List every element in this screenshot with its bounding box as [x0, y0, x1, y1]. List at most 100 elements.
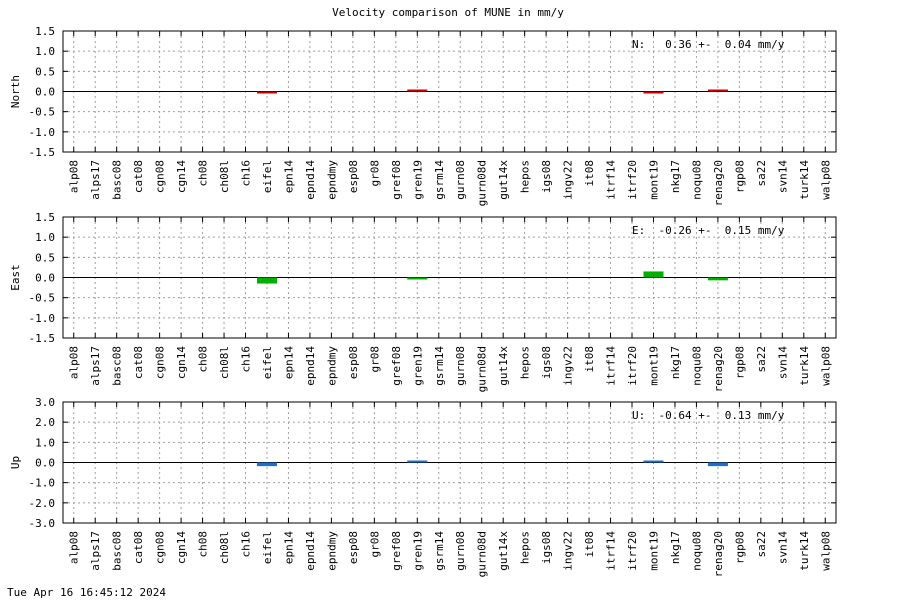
- x-tick-label: epn14: [282, 346, 295, 379]
- x-tick-label: gurn08d: [476, 346, 489, 392]
- x-tick-label: gut14x: [497, 160, 510, 200]
- y-tick-label: 1.5: [35, 211, 55, 224]
- x-tick-label: basc08: [111, 160, 124, 200]
- x-tick-label: gsrm14: [433, 346, 446, 386]
- x-tick-label: gref08: [390, 346, 403, 386]
- x-tick-label: sa22: [755, 346, 768, 373]
- x-tick-label: alps17: [89, 160, 102, 200]
- x-tick-label: cat08: [132, 531, 145, 564]
- x-tick-label: hepos: [519, 160, 532, 193]
- x-tick-label: igs08: [540, 346, 553, 379]
- y-tick-label: -0.5: [29, 292, 56, 305]
- x-tick-label: gsrm14: [433, 160, 446, 200]
- x-tick-label: itrf20: [626, 531, 639, 571]
- x-tick-label: esp08: [347, 531, 360, 564]
- x-tick-label: gut14x: [497, 531, 510, 571]
- x-tick-label: epnd14: [304, 346, 317, 386]
- x-tick-label: gr08: [368, 160, 381, 187]
- x-tick-label: epn14: [282, 531, 295, 564]
- x-tick-label: igs08: [540, 160, 553, 193]
- x-tick-label: ch08: [197, 531, 210, 558]
- x-tick-label: epnd14: [304, 160, 317, 200]
- x-tick-label: gurn08d: [476, 160, 489, 206]
- x-tick-label: noqu08: [690, 346, 703, 386]
- y-tick-label: 2.0: [35, 416, 55, 429]
- bar-renag20: [707, 462, 728, 467]
- velocity-annotation: N: 0.36 +- 0.04 mm/y: [632, 38, 785, 51]
- x-tick-label: esp08: [347, 346, 360, 379]
- x-tick-label: gren19: [411, 346, 424, 386]
- x-tick-label: ingv22: [562, 531, 575, 571]
- y-tick-label: -1.0: [29, 477, 56, 490]
- x-tick-label: turk14: [798, 160, 811, 200]
- x-tick-label: epndmy: [325, 160, 338, 200]
- x-tick-label: svn14: [776, 346, 789, 379]
- x-tick-label: itrf14: [605, 346, 618, 386]
- x-tick-label: itrf14: [605, 160, 618, 200]
- x-tick-label: alps17: [89, 531, 102, 571]
- x-tick-label: gren19: [411, 160, 424, 200]
- x-tick-label: mont19: [647, 160, 660, 200]
- x-tick-label: basc08: [111, 346, 124, 386]
- bar-gren19: [407, 89, 428, 92]
- y-tick-label: -3.0: [29, 517, 56, 530]
- x-tick-label: ch16: [240, 531, 253, 558]
- y-tick-label: 1.0: [35, 436, 55, 449]
- y-axis-label: Up: [9, 456, 22, 469]
- y-tick-label: 0.0: [35, 272, 55, 285]
- x-tick-label: turk14: [798, 531, 811, 571]
- x-tick-label: gurn08: [454, 160, 467, 200]
- x-tick-label: ingv22: [562, 160, 575, 200]
- x-tick-label: ch16: [240, 346, 253, 373]
- y-axis-label: East: [9, 264, 22, 291]
- x-tick-label: mont19: [647, 346, 660, 386]
- x-tick-label: esp08: [347, 160, 360, 193]
- x-tick-label: renag20: [712, 160, 725, 206]
- x-tick-label: itrf20: [626, 346, 639, 386]
- x-tick-label: cat08: [132, 160, 145, 193]
- x-tick-label: ch08: [197, 160, 210, 187]
- x-tick-label: gref08: [390, 160, 403, 200]
- y-tick-label: 1.0: [35, 45, 55, 58]
- x-tick-label: ch08l: [218, 346, 231, 379]
- y-tick-label: 1.5: [35, 25, 55, 38]
- x-tick-label: noqu08: [690, 531, 703, 571]
- y-tick-label: 0.5: [35, 251, 55, 264]
- y-axis-label: North: [9, 75, 22, 108]
- x-tick-label: ch08l: [218, 160, 231, 193]
- x-tick-label: cgn08: [154, 346, 167, 379]
- x-tick-label: walp08: [819, 160, 832, 200]
- x-tick-label: epn14: [282, 160, 295, 193]
- x-tick-label: ch08: [197, 346, 210, 373]
- x-tick-label: nkg17: [669, 346, 682, 379]
- bar-gren19: [407, 460, 428, 463]
- x-tick-label: rgp08: [733, 531, 746, 564]
- x-tick-label: basc08: [111, 531, 124, 571]
- x-tick-label: mont19: [647, 531, 660, 571]
- x-tick-label: ch16: [240, 160, 253, 187]
- x-tick-label: cgn08: [154, 160, 167, 193]
- bar-eifel: [256, 91, 277, 94]
- x-tick-label: svn14: [776, 160, 789, 193]
- x-tick-label: renag20: [712, 531, 725, 577]
- x-tick-label: turk14: [798, 346, 811, 386]
- y-tick-label: -1.5: [29, 146, 56, 159]
- x-tick-label: rgp08: [733, 160, 746, 193]
- bar-gren19: [407, 277, 428, 280]
- x-tick-label: eifel: [261, 531, 274, 564]
- panel-up: 3.0 2.0 1.0 0.0 -1.0 -2.0 -3.0 alp08 alps17 basc0…: [9, 396, 837, 577]
- x-tick-label: epndmy: [325, 531, 338, 571]
- x-tick-label: eifel: [261, 160, 274, 193]
- x-tick-label: hepos: [519, 531, 532, 564]
- x-tick-label: gut14x: [497, 346, 510, 386]
- y-tick-label: 1.0: [35, 231, 55, 244]
- x-tick-label: epndmy: [325, 346, 338, 386]
- x-tick-label: alp08: [68, 531, 81, 564]
- x-tick-label: cgn14: [175, 346, 188, 379]
- x-tick-label: svn14: [776, 531, 789, 564]
- y-tick-label: 0.0: [35, 457, 55, 470]
- velocity-annotation: E: -0.26 +- 0.15 mm/y: [632, 224, 785, 237]
- panel-east: 1.5 1.0 0.5 0.0 -0.5 -1.0 -1.5 alp08 alps17 basc0…: [9, 211, 837, 392]
- x-tick-label: cgn14: [175, 160, 188, 193]
